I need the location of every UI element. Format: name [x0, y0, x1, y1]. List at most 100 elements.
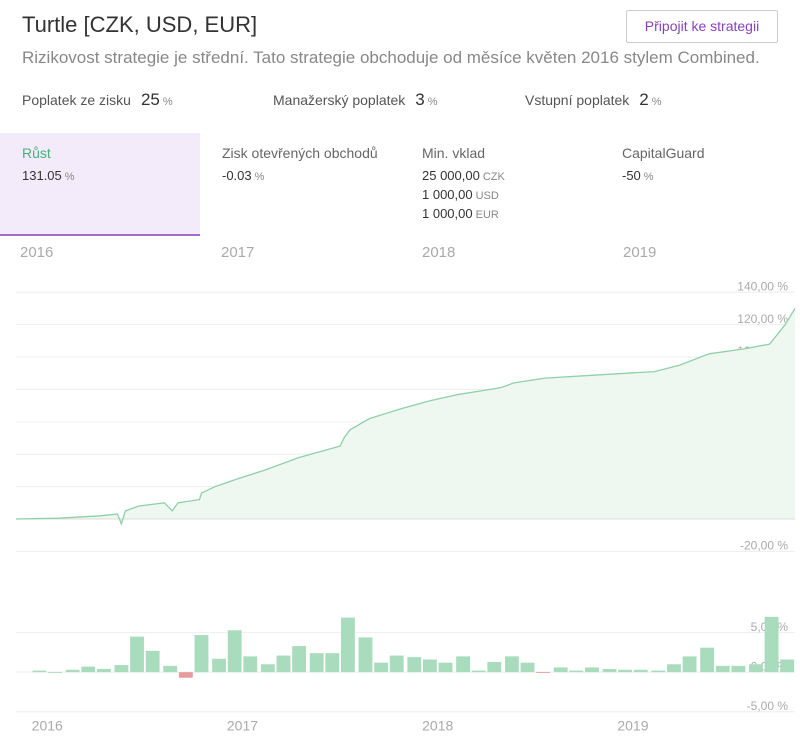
y-tick-label: -20,00 % — [740, 539, 788, 553]
bar — [325, 653, 340, 673]
tab-label: CapitalGuard — [622, 145, 705, 161]
fee-unit: % — [162, 96, 173, 108]
bar — [212, 658, 226, 673]
x-tick-label: 2017 — [227, 718, 258, 734]
fee-value: 2 — [639, 90, 649, 109]
bar — [178, 672, 193, 678]
bar — [780, 659, 795, 673]
bar — [618, 669, 633, 673]
bar — [163, 665, 178, 673]
bar — [700, 647, 715, 673]
bar — [715, 665, 730, 673]
tab-unit: EUR — [475, 209, 499, 221]
tab-value-line: -0.03% — [222, 167, 400, 186]
bar — [520, 662, 535, 673]
timeline-year[interactable]: 2017 — [221, 244, 255, 261]
tab-unit: % — [254, 171, 265, 183]
bar — [374, 662, 389, 673]
bar — [585, 667, 599, 673]
bar — [602, 669, 617, 673]
bar — [194, 635, 209, 673]
x-tick-label: 2016 — [32, 718, 63, 734]
fee-label: Manažerský poplatek — [273, 92, 406, 108]
bar — [260, 664, 275, 673]
bar — [340, 617, 355, 673]
tab-label: Zisk otevřených obchodů — [222, 145, 378, 161]
bar — [504, 656, 519, 673]
stat-tab[interactable]: Růst 131.05% — [0, 133, 200, 236]
stat-tab[interactable]: Zisk otevřených obchodů -0.03% — [200, 133, 400, 236]
tab-unit: CZK — [482, 171, 505, 183]
fee: Vstupní poplatek 2% — [525, 90, 662, 110]
join-button[interactable]: Připojit ke strategii — [626, 10, 778, 43]
bar — [65, 669, 80, 673]
x-tick-label: 2019 — [617, 718, 648, 734]
stat-tab[interactable]: Min. vklad 25 000,00 CZK 1 000,00 USD 1 000,0… — [400, 133, 600, 236]
tab-value: 1 000,00 — [422, 206, 473, 221]
bar — [749, 664, 763, 673]
timeline-year[interactable]: 2016 — [20, 244, 54, 261]
bar — [81, 666, 96, 673]
bar — [633, 669, 648, 673]
timeline-year[interactable]: 2018 — [422, 244, 456, 261]
fee: Manažerský poplatek 3% — [273, 90, 438, 110]
bar — [471, 670, 486, 673]
bar — [145, 650, 160, 673]
tab-value-line: 1 000,00 EUR — [422, 205, 600, 224]
bar — [48, 672, 62, 673]
fee-value: 3 — [415, 90, 425, 109]
bar — [114, 665, 129, 673]
tab-value: 1 000,00 — [422, 187, 473, 202]
fee-unit: % — [427, 96, 438, 108]
bar — [422, 659, 437, 673]
tab-value-line: -50% — [622, 167, 800, 186]
bar — [358, 637, 373, 673]
fee-value: 25 — [140, 90, 160, 109]
bar — [456, 656, 471, 673]
bar — [32, 670, 47, 673]
bar — [536, 672, 551, 673]
bar — [276, 655, 291, 673]
bar — [569, 670, 584, 673]
fee-label: Vstupní poplatek — [525, 92, 630, 108]
bar — [130, 636, 144, 673]
bar — [292, 646, 307, 673]
bar — [651, 670, 666, 673]
fee-label: Poplatek ze zisku — [22, 92, 131, 108]
tab-value: -50 — [622, 168, 641, 183]
area — [16, 308, 795, 524]
y-tick-label: 120,00 % — [737, 312, 788, 326]
subtitle: Rizikovost strategie je střední. Tato st… — [22, 48, 760, 67]
line — [15, 308, 796, 526]
y-tick-label: 140,00 % — [737, 279, 788, 293]
tab-value: 25 000,00 — [422, 168, 480, 183]
tab-label: Růst — [22, 145, 51, 161]
bar — [309, 653, 324, 673]
bar — [764, 616, 779, 673]
bar — [389, 655, 404, 673]
bar — [243, 656, 258, 673]
bar — [227, 630, 242, 673]
fee: Poplatek ze zisku 25% — [22, 90, 173, 110]
timeline-year[interactable]: 2019 — [623, 244, 657, 261]
strategy-title: Turtle [CZK, USD, EUR] — [22, 12, 258, 37]
tab-label: Min. vklad — [422, 145, 486, 161]
y-tick-label: -5,00 % — [747, 699, 789, 713]
tab-unit: % — [64, 171, 75, 183]
bar — [96, 669, 111, 673]
tab-value-line: 131.05% — [22, 167, 200, 186]
tab-unit: % — [643, 171, 654, 183]
tab-value: 131.05 — [22, 168, 62, 183]
fee-unit: % — [651, 96, 662, 108]
x-tick-label: 2018 — [422, 718, 453, 734]
tab-value-line: 1 000,00 USD — [422, 186, 600, 205]
bar — [487, 661, 502, 673]
stat-tab[interactable]: CapitalGuard -50% — [600, 133, 800, 236]
tab-unit: USD — [475, 190, 499, 202]
bar — [667, 664, 681, 673]
bar — [407, 657, 422, 673]
tab-value-line: 25 000,00 CZK — [422, 167, 600, 186]
bar — [731, 665, 746, 673]
